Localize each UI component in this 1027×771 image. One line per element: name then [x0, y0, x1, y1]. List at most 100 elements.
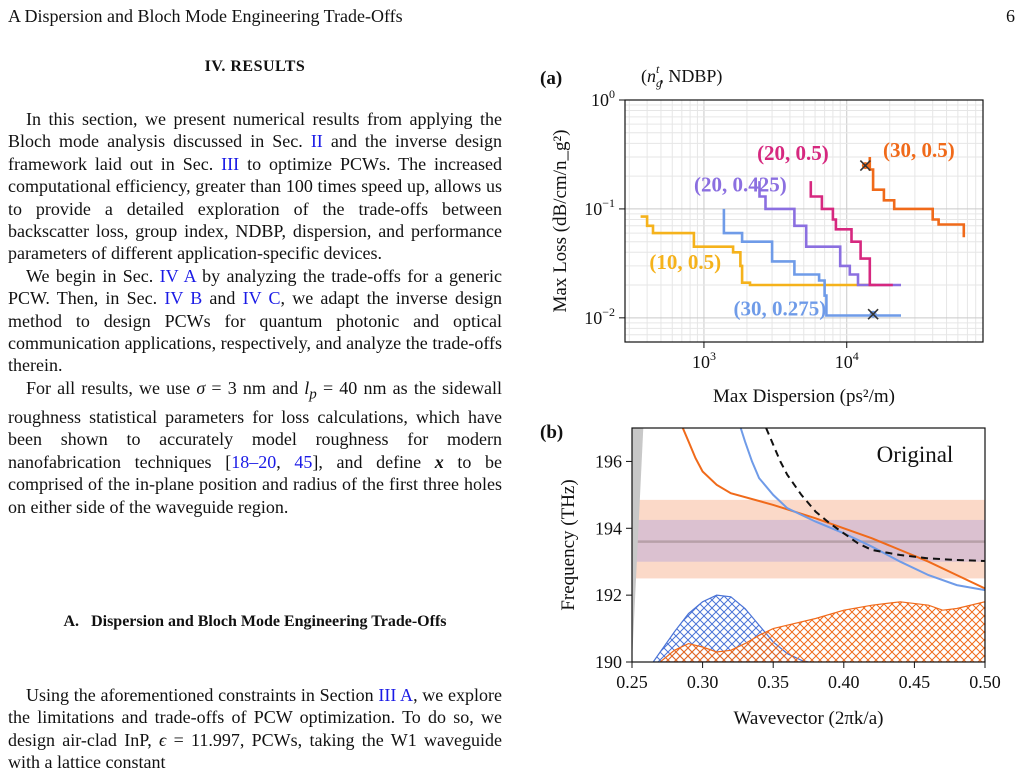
legend-title-part: , NDBP)	[659, 66, 722, 87]
legend-title-part: n	[647, 66, 656, 86]
x-tick-label: 0.40	[828, 672, 860, 692]
axes-frame	[624, 99, 984, 343]
hatched-region-orange-region	[659, 601, 985, 662]
x-tick-label: 104	[835, 349, 859, 372]
annotation: Original	[877, 442, 954, 467]
series-line-(30, 0.5)	[868, 157, 966, 238]
legend-title: (ngt, NDBP)	[641, 62, 722, 90]
legend-title-part: g	[656, 76, 662, 90]
text: Using the aforementioned constraints in …	[26, 685, 379, 705]
x-tick-label: 103	[692, 349, 716, 372]
cite-18-20[interactable]: 18–20	[231, 451, 277, 472]
text: to optimize PCWs. The increased computat…	[8, 153, 502, 264]
marker-x	[867, 308, 879, 320]
y-tick-label: 10−1	[584, 196, 615, 219]
text: , we adapt the inverse design method to …	[8, 288, 502, 376]
cite-45[interactable]: 45	[294, 451, 313, 472]
math-x: x	[434, 451, 444, 472]
tick-exp: 3	[710, 349, 716, 363]
paragraph-design: Using the aforementioned constraints in …	[8, 684, 502, 771]
text: In this section, we present numerical re…	[8, 109, 502, 152]
link-sec-ivb[interactable]: IV B	[164, 288, 203, 309]
text: = 3 nm and	[205, 377, 305, 398]
link-sec-iii[interactable]: III	[221, 153, 240, 174]
subsection-title: A. Dispersion and Bloch Mode Engineering…	[30, 612, 480, 632]
body-text-2: Using the aforementioned constraints in …	[8, 684, 502, 771]
y-axis-label: Max Loss (dB/cm/n_g²)	[550, 129, 571, 312]
light-cone	[632, 428, 644, 662]
text: ], and define	[312, 451, 435, 472]
text: and the inverse design framework laid ou…	[8, 131, 502, 174]
text: = 40 nm as the sidewall roughness statis…	[8, 377, 502, 472]
tick-base: 10	[835, 352, 853, 372]
series-label: (30, 0.5)	[883, 138, 955, 162]
text: to be comprised of the in-plane position…	[8, 451, 502, 517]
series-line-(20, 0.5)	[809, 181, 893, 287]
y-tick-label: 192	[595, 585, 622, 605]
tick-base: 10	[692, 352, 710, 372]
series-line-(30, 0.275)	[722, 208, 901, 317]
tick-base: 10	[584, 199, 602, 219]
legend-title-part: t	[656, 62, 660, 76]
band-curve-blue	[739, 428, 985, 592]
math-epsilon: ϵ	[159, 729, 167, 750]
text: We begin in Sec.	[26, 265, 160, 286]
running-head: A Dispersion and Bloch Mode Engineering …	[8, 6, 403, 26]
x-tick-label: 0.25	[616, 672, 648, 692]
subsection-letter: A.	[63, 613, 80, 630]
legend-title-part: (	[641, 66, 647, 87]
math-sigma: σ	[196, 377, 206, 398]
text: For all results, we use	[26, 377, 197, 398]
text: , we explore the limitations and trade-o…	[8, 685, 502, 750]
x-tick-label: 0.45	[899, 672, 931, 692]
link-sec-ii[interactable]: II	[310, 131, 323, 152]
section-title: IV. RESULTS	[204, 58, 306, 75]
y-tick-label: 100	[591, 87, 615, 110]
x-axis-label: Wavevector (2πk/a)	[734, 708, 884, 729]
body-text: In this section, we present numerical re…	[8, 108, 502, 518]
panel-label: (b)	[540, 422, 563, 443]
subsection-text: Dispersion and Bloch Mode Engineering Tr…	[91, 613, 447, 630]
tick-base: 10	[591, 90, 609, 110]
tick-base: 10	[584, 308, 602, 328]
tick-exp: 4	[853, 349, 859, 363]
series-label: (10, 0.5)	[649, 250, 721, 274]
series-line-(10, 0.5)	[640, 215, 876, 287]
series-label: (20, 0.425)	[694, 172, 787, 196]
series-label: (30, 0.275)	[733, 297, 826, 321]
plot-area	[632, 428, 985, 662]
math-sub-p: p	[309, 386, 317, 403]
tick-exp: −2	[602, 305, 615, 319]
x-tick-label: 0.35	[757, 672, 789, 692]
x-axis-label: Max Dispersion (ps²/m)	[713, 386, 895, 407]
series-line-(20, 0.425)	[758, 181, 901, 287]
axes-frame	[631, 427, 986, 663]
y-tick-label: 10−2	[584, 305, 615, 328]
paragraph-intro: In this section, we present numerical re…	[8, 108, 502, 265]
link-sec-iiia[interactable]: III A	[378, 685, 414, 705]
link-sec-iva[interactable]: IV A	[159, 265, 196, 286]
text: = 11.997, PCWs, taking the W1 waveguide …	[8, 729, 502, 771]
y-tick-label: 196	[595, 451, 622, 471]
text: by analyzing the trade-offs for a generi…	[8, 265, 502, 309]
band-curve-dashed	[765, 428, 985, 562]
paragraph-outline: We begin in Sec. IV A by analyzing the t…	[8, 265, 502, 377]
x-tick-label: 0.30	[687, 672, 719, 692]
page-number: 6	[1006, 6, 1015, 26]
tick-exp: −1	[602, 196, 615, 210]
y-axis-label: Frequency (THz)	[558, 479, 579, 610]
link-sec-ivc[interactable]: IV C	[242, 288, 281, 309]
tick-exp: 0	[609, 87, 615, 101]
y-tick-label: 194	[595, 518, 622, 538]
x-tick-label: 0.50	[969, 672, 1001, 692]
text: ,	[276, 451, 295, 472]
series-label: (20, 0.5)	[757, 141, 829, 165]
text: and	[202, 288, 243, 309]
math-l: l	[304, 377, 310, 398]
y-tick-label: 190	[595, 652, 622, 672]
panel-label: (a)	[540, 68, 562, 89]
paragraph-parameters: For all results, we use σ = 3 nm and lp …	[8, 377, 502, 518]
panel-b: 0.25 0.30 0.35 0.40 0.45 0.50 190 192 194 196 Orig…	[540, 422, 1001, 729]
